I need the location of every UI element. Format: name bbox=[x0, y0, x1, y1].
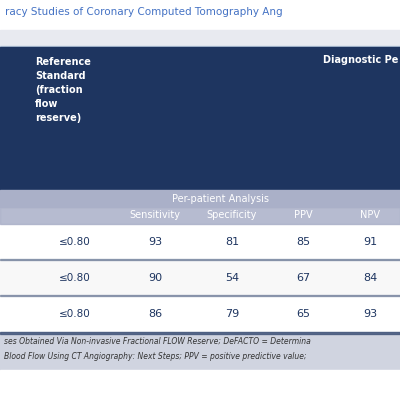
Bar bbox=[0, 296, 400, 332]
Bar bbox=[0, 190, 400, 207]
Text: 90: 90 bbox=[148, 273, 162, 283]
Bar bbox=[0, 370, 400, 400]
Text: 65: 65 bbox=[296, 309, 310, 319]
Text: 93: 93 bbox=[363, 309, 377, 319]
Text: ≤0.80: ≤0.80 bbox=[59, 237, 91, 247]
Text: NPV: NPV bbox=[360, 210, 380, 220]
Text: ≤0.80: ≤0.80 bbox=[59, 309, 91, 319]
Text: 93: 93 bbox=[148, 237, 162, 247]
Text: 91: 91 bbox=[363, 237, 377, 247]
Bar bbox=[0, 224, 400, 260]
Text: 81: 81 bbox=[225, 237, 239, 247]
Bar bbox=[0, 47, 400, 190]
Text: 54: 54 bbox=[225, 273, 239, 283]
Bar bbox=[0, 0, 400, 30]
Text: Reference
Standard
(fraction
flow
reserve): Reference Standard (fraction flow reserv… bbox=[35, 57, 91, 123]
Bar bbox=[0, 295, 400, 296]
Bar bbox=[0, 207, 400, 224]
Bar bbox=[0, 260, 400, 296]
Text: Blood Flow Using CT Angiography: Next Steps; PPV = positive predictive value;: Blood Flow Using CT Angiography: Next St… bbox=[4, 352, 307, 361]
Text: Specificity: Specificity bbox=[207, 210, 257, 220]
Text: Sensitivity: Sensitivity bbox=[130, 210, 180, 220]
Text: PPV: PPV bbox=[294, 210, 312, 220]
Text: 85: 85 bbox=[296, 237, 310, 247]
Text: 79: 79 bbox=[225, 309, 239, 319]
Text: 67: 67 bbox=[296, 273, 310, 283]
Bar bbox=[0, 332, 400, 370]
Text: ≤0.80: ≤0.80 bbox=[59, 273, 91, 283]
Bar bbox=[0, 332, 400, 334]
Bar bbox=[0, 46, 400, 47]
Bar bbox=[0, 259, 400, 260]
Text: Per-patient Analysis: Per-patient Analysis bbox=[172, 194, 268, 204]
Text: Diagnostic Pe: Diagnostic Pe bbox=[323, 55, 398, 65]
Text: 86: 86 bbox=[148, 309, 162, 319]
Text: ses Obtained Via Non-invasive Fractional FLOW Reserve; DeFACTO = Determina: ses Obtained Via Non-invasive Fractional… bbox=[4, 337, 311, 346]
Text: 84: 84 bbox=[363, 273, 377, 283]
Bar bbox=[0, 30, 400, 47]
Text: racy Studies of Coronary Computed Tomography Ang: racy Studies of Coronary Computed Tomogr… bbox=[5, 7, 283, 17]
